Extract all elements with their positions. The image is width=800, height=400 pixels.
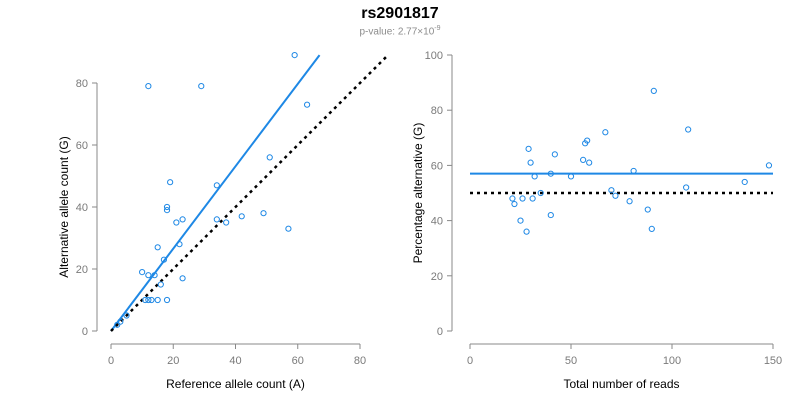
data-point [145,272,152,279]
data-point [266,154,273,161]
reference-line-dotted [110,54,389,332]
data-point [525,145,532,152]
data-point [509,195,516,202]
data-point [223,219,230,226]
data-point [163,296,171,304]
data-point [117,318,124,325]
y-tick-label: 60 [76,140,88,152]
data-point [157,281,164,288]
chart-allele-counts: 0 20 40 60 80 0 20 40 60 80 Reference allele count… [57,52,389,391]
x-axis-title: Reference allele count (A) [166,377,305,391]
data-point [741,178,748,186]
data-point [154,244,161,251]
data-point [584,137,591,144]
data-point [123,312,130,319]
data-point [626,198,633,205]
data-point [114,321,121,328]
data-point [238,213,245,220]
y-tick-label: 20 [76,264,88,276]
data-point [291,52,298,59]
pvalue-text: p-value: 2.77×10 [359,26,435,38]
data-point [602,129,609,136]
data-point [644,206,651,213]
x-tick-label: 20 [167,355,179,367]
data-point [154,296,161,304]
x-tick-label: 60 [292,355,304,367]
data-point [167,179,174,186]
data-point [145,296,152,304]
data-point [608,187,615,194]
x-tick-label: 100 [663,355,681,367]
data-point [285,225,292,232]
y-tick-label: 40 [76,202,88,214]
y-tick-label: 0 [437,326,443,338]
x-tick-label: 150 [764,355,782,367]
data-point [213,216,220,223]
data-point [160,256,168,263]
data-point [173,219,180,226]
figure-title: rs2901817 [361,5,439,22]
data-point [537,189,544,197]
y-tick-label: 80 [76,78,88,90]
pvalue-exponent: -9 [434,25,441,32]
data-point [511,200,518,208]
data-point [145,83,152,90]
y-tick-label: 0 [82,326,88,338]
data-point [529,195,536,202]
y-tick-label: 20 [431,271,443,283]
data-point [523,228,530,235]
data-point [580,156,587,163]
data-point [683,184,690,191]
x-tick-label: 80 [354,355,366,367]
data-point [765,162,773,169]
data-point [648,225,655,232]
y-tick-label: 80 [431,105,443,117]
x-tick-label: 50 [565,355,577,367]
chart-percentage-alternative: 0 50 100 150 0 20 40 60 80 100 Total number of rea… [411,50,782,391]
data-point [179,216,186,223]
data-point [630,167,637,175]
data-point [303,101,311,108]
data-point [547,170,554,177]
data-point [519,195,526,202]
data-point [142,296,149,304]
data-point [612,192,619,199]
data-point [650,87,657,94]
data-point [179,275,186,282]
data-point [517,217,524,224]
data-point [148,296,155,304]
data-point [567,173,575,180]
data-point [685,126,692,133]
data-point [260,210,267,217]
x-axis-title: Total number of reads [563,377,679,391]
data-point [547,211,554,219]
fit-line [110,54,321,332]
x-tick-label: 0 [108,355,114,367]
data-point [586,159,593,166]
y-tick-label: 60 [431,160,443,172]
y-axis-title: Percentage alternative (G) [411,123,425,264]
data-point [139,269,146,276]
data-point [151,272,158,279]
data-point [213,182,220,189]
data-point [531,173,538,180]
x-tick-label: 0 [467,355,473,367]
data-point [176,241,183,248]
y-tick-label: 100 [425,50,443,62]
data-point [527,159,534,166]
figure-subtitle-pvalue: p-value: 2.77×10-9 [0,25,800,37]
data-point [551,151,558,158]
y-axis-title: Alternative allele count (G) [57,136,71,277]
x-tick-label: 40 [229,355,241,367]
data-point [198,83,205,90]
data-point [163,203,171,211]
y-tick-label: 40 [431,216,443,228]
data-point [163,207,171,214]
